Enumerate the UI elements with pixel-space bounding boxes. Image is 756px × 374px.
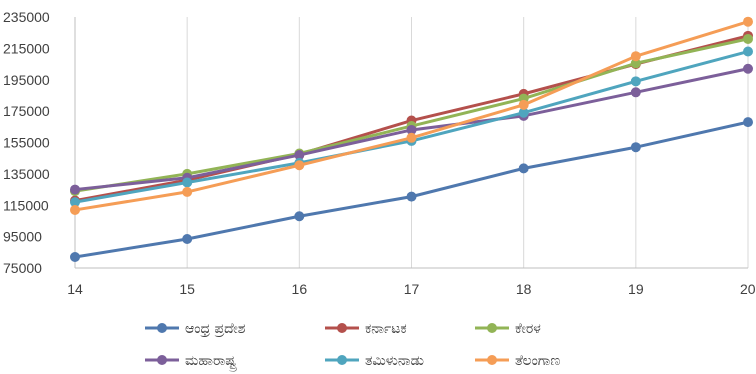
data-point — [518, 99, 529, 110]
x-tick-label: 20 — [740, 281, 756, 297]
legend-swatch-marker — [487, 355, 497, 365]
legend-entry: ತೆಲಂಗಾಣ — [475, 353, 560, 369]
y-tick-label: 75000 — [3, 260, 42, 276]
x-tick-label: 19 — [628, 281, 644, 297]
data-point — [70, 197, 80, 208]
legend-entry: ಕರ್ನಾಟಕ — [325, 321, 407, 337]
data-point — [294, 160, 305, 171]
x-tick-label: 14 — [67, 281, 83, 297]
data-point — [70, 204, 80, 215]
legend-swatch-marker — [337, 355, 347, 365]
data-point — [630, 58, 641, 69]
legend-label: ತಮಿಳುನಾಡು — [365, 353, 424, 369]
data-point — [406, 124, 417, 135]
legend-entry: ಮಹಾರಾಷ್ಟ್ರ — [145, 353, 237, 371]
data-point — [743, 117, 753, 128]
y-tick-label: 215000 — [3, 40, 50, 56]
data-point — [630, 142, 641, 153]
legend-label: ಕೇರಳ — [515, 321, 541, 337]
data-point — [406, 191, 417, 202]
gridlines — [186, 17, 749, 268]
y-tick-label: 175000 — [3, 103, 50, 119]
x-tick-label: 17 — [404, 281, 420, 297]
data-point — [406, 132, 417, 143]
data-point — [294, 211, 305, 222]
data-point — [294, 150, 305, 161]
x-tick-label: 15 — [179, 281, 195, 297]
tick-labels: 75000 95000 115000 135000 155000 175000 195000… — [3, 9, 756, 297]
legend-label: ಮಹಾರಾಷ್ಟ್ರ — [185, 353, 237, 371]
legend-swatch-marker — [157, 323, 167, 333]
data-point — [182, 177, 193, 188]
legend-label: ಆಂಧ್ರ ಪ್ರದೇಶ — [185, 321, 246, 337]
legend-entry: ತಮಿಳುನಾಡು — [325, 353, 424, 369]
data-point — [182, 233, 193, 244]
data-point — [743, 33, 753, 44]
data-point — [182, 186, 193, 197]
data-point — [743, 63, 753, 74]
legend-entry: ಆಂಧ್ರ ಪ್ರದೇಶ — [145, 321, 246, 337]
y-tick-label: 115000 — [3, 197, 49, 213]
series-1 — [70, 117, 753, 263]
axes — [74, 17, 748, 269]
legend-swatch-marker — [487, 323, 497, 333]
x-tick-label: 18 — [516, 281, 532, 297]
series-lines — [70, 16, 753, 263]
data-point — [630, 76, 641, 87]
legend-swatch-marker — [337, 323, 347, 333]
series-6 — [70, 16, 753, 215]
data-point — [630, 51, 641, 62]
legend-label: ತೆಲಂಗಾಣ — [515, 353, 560, 369]
data-point — [70, 184, 80, 195]
data-point — [518, 107, 529, 118]
y-tick-label: 135000 — [3, 166, 50, 182]
legend-entry: ಕೇರಳ — [475, 321, 541, 337]
legend-swatch-marker — [157, 355, 167, 365]
legend-label: ಕರ್ನಾಟಕ — [365, 321, 407, 337]
data-point — [70, 252, 80, 263]
data-point — [743, 46, 753, 57]
y-tick-label: 155000 — [3, 135, 50, 151]
y-tick-label: 95000 — [3, 229, 42, 245]
y-tick-label: 235000 — [3, 9, 50, 25]
data-point — [518, 163, 529, 174]
x-tick-label: 16 — [292, 281, 308, 297]
data-point — [743, 16, 753, 27]
data-point — [630, 87, 641, 98]
legend: ಆಂಧ್ರ ಪ್ರದೇಶ ಕರ್ನಾಟಕ ಕೇರಳ ಮಹಾರಾಷ್ಟ್ರ ತಮಿಳುನಾ… — [145, 321, 560, 371]
y-tick-label: 195000 — [3, 72, 50, 88]
